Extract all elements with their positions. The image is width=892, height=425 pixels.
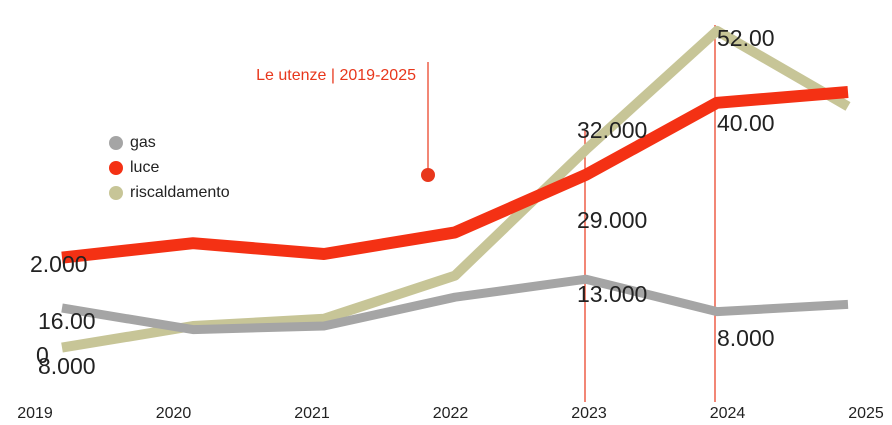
legend-swatch — [109, 136, 123, 150]
legend-label: gas — [130, 134, 156, 151]
x-tick-label: 2021 — [294, 405, 330, 422]
x-tick-label: 2019 — [17, 405, 53, 422]
annotation: 2.000 — [30, 251, 88, 277]
annotation: 52.00 — [717, 25, 775, 51]
x-tick-label: 2022 — [433, 405, 469, 422]
legend-label: luce — [130, 159, 159, 176]
series-line — [61, 86, 849, 264]
legend-swatch — [109, 161, 123, 175]
annotation: 13.000 — [577, 281, 647, 307]
x-tick-label: 2023 — [571, 405, 607, 422]
annotation: 32.000 — [577, 117, 647, 143]
title-dot — [421, 168, 435, 182]
legend-swatch — [109, 186, 123, 200]
annotation: 29.000 — [577, 207, 647, 233]
legend-label: riscaldamento — [130, 184, 230, 201]
annotation: 16.00 — [38, 308, 96, 334]
x-tick-label: 2025 — [848, 405, 884, 422]
annotation: 8.000 — [717, 325, 775, 351]
annotation: 40.00 — [717, 110, 775, 136]
series-line — [61, 274, 849, 335]
x-tick-label: 2020 — [156, 405, 192, 422]
annotation: 0 — [36, 342, 49, 368]
chart-title: Le utenze | 2019-2025 — [256, 67, 416, 84]
x-tick-label: 2024 — [710, 405, 746, 422]
annotation: 8.000 — [38, 353, 96, 379]
